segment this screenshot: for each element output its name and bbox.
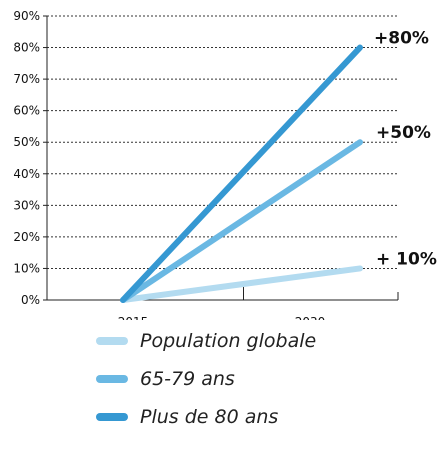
legend-label: Plus de 80 ans	[140, 406, 279, 428]
y-tick-label: 50%	[13, 135, 40, 149]
legend-swatch-population-globale	[96, 337, 128, 345]
y-tick-label: 90%	[13, 9, 40, 23]
y-tick-label: 20%	[13, 230, 40, 244]
y-tick-label: 30%	[13, 198, 40, 212]
y-tick-label: 40%	[13, 167, 40, 181]
series-line-2	[120, 139, 363, 303]
x-tick-label: 2015	[118, 315, 149, 320]
x-axis-ticks: 2015 2030	[118, 315, 326, 320]
y-tick-label: 80%	[13, 41, 40, 55]
series-end-label: +50%	[376, 123, 431, 143]
series-end-labels: + 10% +50% +80%	[374, 29, 437, 270]
legend-item-65-79-ans: 65-79 ans	[96, 360, 316, 398]
y-tick-label: 0%	[21, 293, 40, 307]
axes	[46, 16, 399, 301]
legend-swatch-plus-de-80-ans	[96, 413, 128, 421]
legend: Population globale 65-79 ans Plus de 80 …	[96, 322, 316, 436]
series-line-3	[120, 44, 363, 303]
legend-item-plus-de-80-ans: Plus de 80 ans	[96, 398, 316, 436]
series-end-label: + 10%	[376, 249, 437, 269]
legend-item-population-globale: Population globale	[96, 322, 316, 360]
line-chart: 0% 10% 20% 30% 40% 50% 60% 70% 80% 90% 2015 2030 +…	[13, 9, 437, 320]
series-line-1	[120, 265, 363, 303]
x-tick-label: 2030	[295, 315, 326, 320]
series-end-label: +80%	[374, 29, 429, 49]
series-lines	[120, 44, 363, 303]
y-tick-label: 60%	[13, 104, 40, 118]
y-axis-ticks: 0% 10% 20% 30% 40% 50% 60% 70% 80% 90%	[13, 9, 47, 307]
legend-swatch-65-79-ans	[96, 375, 128, 383]
legend-label: 65-79 ans	[140, 368, 235, 390]
y-tick-label: 70%	[13, 72, 40, 86]
legend-label: Population globale	[140, 330, 317, 352]
y-tick-label: 10%	[13, 261, 40, 275]
